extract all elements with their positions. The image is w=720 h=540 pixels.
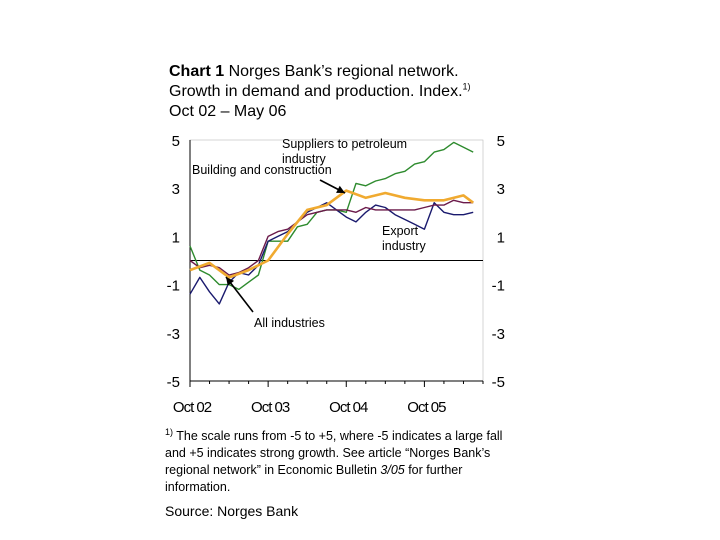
annotation-label-all: All industries (254, 316, 325, 330)
y-tick-label-left: 3 (172, 181, 180, 198)
x-tick-label: Oct 05 (407, 399, 446, 416)
annotation-label-line: All industries (254, 316, 325, 330)
annotation-label-export: Export industry (382, 224, 427, 253)
annotation-label-suppliers: Suppliers to petroleum industry (282, 137, 407, 166)
annotation-label-line: Export (382, 224, 419, 238)
title-footnote-mark: 1) (462, 81, 471, 92)
y-tick-label-left: 5 (172, 133, 180, 150)
x-tick-label: Oct 04 (329, 399, 368, 416)
annotation-label-line: industry (282, 152, 327, 166)
y-tick-label-left: -1 (167, 278, 180, 295)
y-tick-label-right: -3 (492, 326, 505, 343)
y-tick-label-right: 3 (497, 181, 505, 198)
y-tick-label-right: 1 (497, 229, 505, 246)
annotation-label-line: industry (382, 239, 427, 253)
footnote-text-a: The scale runs from -5 to +5, where -5 i… (165, 429, 503, 477)
annotation-label-line: Suppliers to petroleum (282, 137, 407, 151)
chart-title: Chart 1 Norges Bank’s regional network. … (169, 62, 589, 122)
footnote: 1) The scale runs from -5 to +5, where -… (165, 426, 515, 496)
series-line-building (189, 189, 474, 279)
x-tick-label: Oct 03 (251, 399, 290, 416)
annotation-label-building: Building and construction (192, 163, 332, 177)
y-tick-label-right: -1 (492, 278, 505, 295)
source-note: Source: Norges Bank (165, 503, 299, 519)
series-line-all (189, 201, 474, 305)
annotation-label-line: Building and construction (192, 163, 332, 177)
y-tick-label-left: 1 (172, 229, 180, 246)
y-tick-label-left: -3 (167, 326, 180, 343)
y-tick-label-left: -5 (167, 374, 180, 391)
y-tick-label-right: -5 (492, 374, 505, 391)
title-line-3: Oct 02 – May 06 (169, 103, 287, 120)
footnote-text-italic: 3/05 (380, 463, 405, 477)
y-tick-label-right: 5 (497, 133, 505, 150)
footnote-mark: 1) (165, 426, 174, 437)
chart-number: Chart 1 (169, 63, 225, 80)
title-line-2: Growth in demand and production. Index. (169, 83, 463, 100)
footnote-text-b: for further information. (165, 463, 463, 494)
x-tick-label: Oct 02 (173, 399, 212, 416)
all-industries-arrow-head (226, 277, 235, 286)
title-line-1: Norges Bank’s regional network. (224, 63, 459, 80)
building-arrow-head (336, 185, 345, 193)
